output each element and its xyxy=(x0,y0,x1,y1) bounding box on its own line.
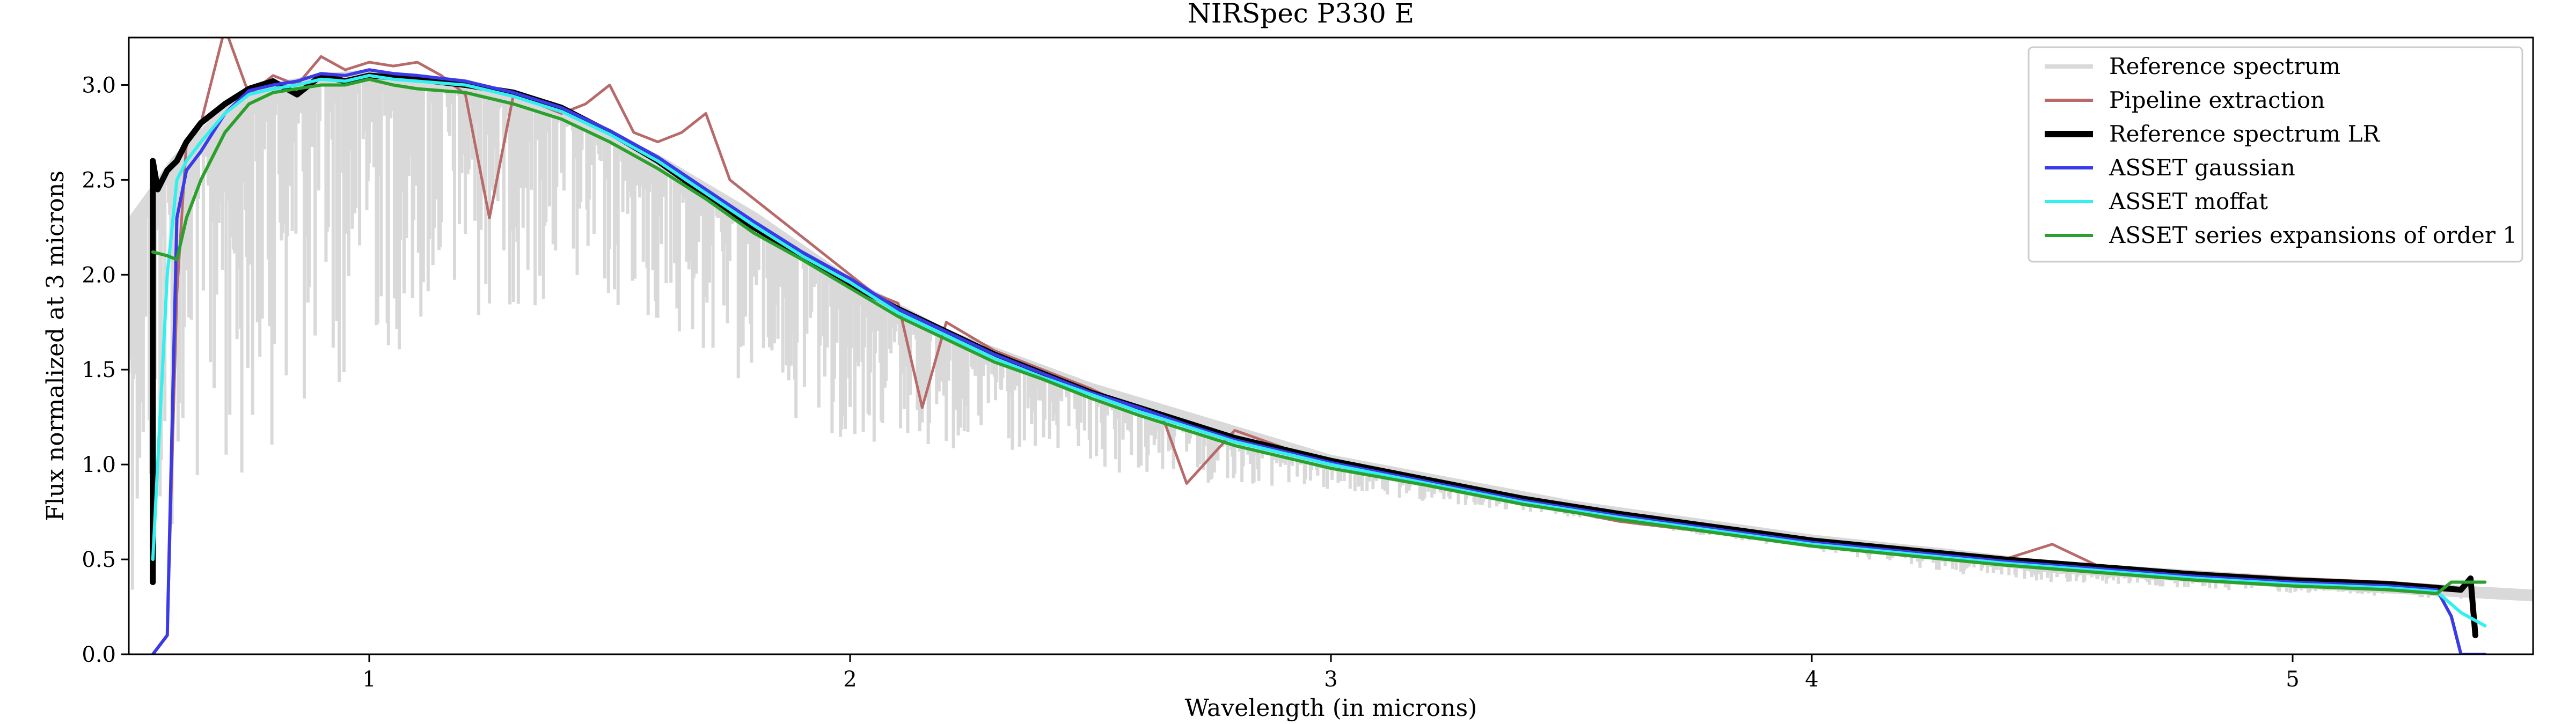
legend-box xyxy=(2028,46,2523,263)
legend-entry-asset-gaussian: ASSET gaussian xyxy=(2045,154,2295,181)
y-axis-label: Flux normalized at 3 microns xyxy=(42,171,69,521)
legend-label: ASSET moffat xyxy=(2109,188,2268,215)
y-axis: 0.0 0.5 1.0 1.5 2.0 2.5 3.0 xyxy=(82,73,129,667)
y-tick-label: 3.0 xyxy=(82,73,116,98)
series-asset-series-expansions-of-order-1 xyxy=(151,77,2487,595)
y-tick-label: 1.0 xyxy=(82,453,116,477)
y-tick-label: 0.0 xyxy=(82,642,116,667)
x-tick-label: 5 xyxy=(2286,667,2299,692)
legend-label: ASSET series expansions of order 1 xyxy=(2109,222,2517,248)
series-asset-moffat xyxy=(151,73,2487,627)
y-tick-label: 2.0 xyxy=(82,263,116,287)
legend-entry-asset-moffat: ASSET moffat xyxy=(2045,188,2268,215)
legend: Reference spectrum Pipeline extraction Ref… xyxy=(2028,46,2523,263)
x-tick-label: 1 xyxy=(362,667,376,692)
legend-label: ASSET gaussian xyxy=(2109,154,2295,181)
chart-title: NIRSpec P330 E xyxy=(1188,0,1414,29)
x-tick-label: 3 xyxy=(1324,667,1337,692)
legend-entry-reference-spectrum: Reference spectrum xyxy=(2045,53,2340,79)
series-layer xyxy=(129,38,2533,654)
y-tick-label: 1.5 xyxy=(82,358,116,382)
series-asset-gaussian xyxy=(151,68,2487,654)
legend-entry-pipeline-extraction: Pipeline extraction xyxy=(2045,87,2325,113)
x-axis-label: Wavelength (in microns) xyxy=(1185,695,1477,722)
legend-entries: Reference spectrum Pipeline extraction Ref… xyxy=(2045,53,2517,248)
legend-label: Pipeline extraction xyxy=(2109,87,2325,113)
x-axis: 1 2 3 4 5 xyxy=(362,654,2300,692)
y-tick-label: 0.5 xyxy=(82,548,116,572)
y-tick-label: 2.5 xyxy=(82,168,116,193)
x-tick-label: 4 xyxy=(1805,667,1818,692)
legend-entry-asset-series-expansions-of-order-1: ASSET series expansions of order 1 xyxy=(2045,222,2517,248)
legend-entry-reference-spectrum-lr: Reference spectrum LR xyxy=(2045,121,2380,147)
x-tick-label: 2 xyxy=(843,667,857,692)
legend-label: Reference spectrum LR xyxy=(2109,121,2380,147)
legend-label: Reference spectrum xyxy=(2109,53,2340,79)
